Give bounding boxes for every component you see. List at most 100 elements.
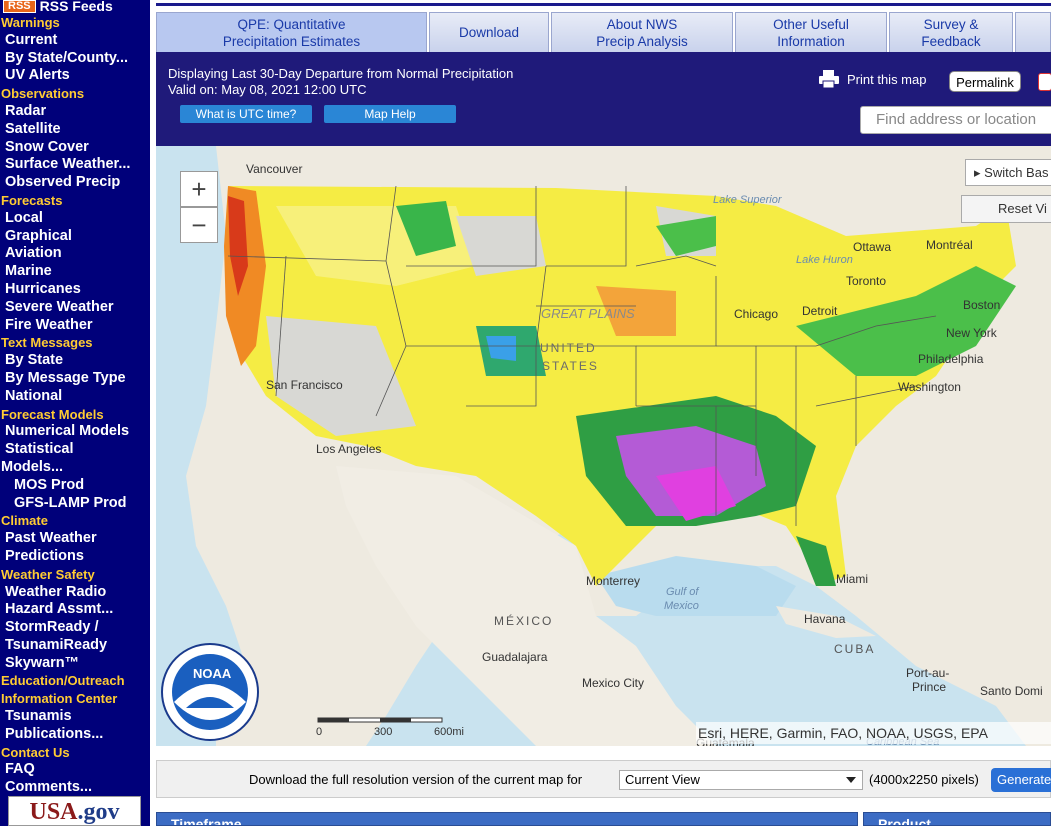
sidebar-item[interactable]: Current: [5, 31, 58, 48]
map-label-lake-superior: Lake Superior: [713, 194, 782, 206]
map-label-montreal: Montréal: [926, 238, 973, 252]
map-label-ottawa: Ottawa: [853, 240, 892, 254]
tab-other-info[interactable]: Other Useful Information: [735, 12, 887, 52]
top-divider-line: [156, 3, 1051, 6]
noaa-logo: [161, 643, 259, 741]
reset-view-button[interactable]: Reset Vi: [961, 195, 1051, 223]
print-map-button[interactable]: Print this map: [818, 70, 926, 88]
sidebar-section-heading: Observations: [1, 86, 85, 102]
sidebar-item[interactable]: Predictions: [5, 547, 84, 564]
scale-bar: [317, 717, 443, 723]
left-navigation-sidebar: RSS RSS Feeds Warnings Current By State/Co…: [0, 0, 150, 826]
sidebar-item[interactable]: Aviation: [5, 245, 62, 262]
map-label-new-york: New York: [946, 326, 997, 340]
generate-button[interactable]: Generate: [991, 768, 1051, 792]
sidebar-item[interactable]: Hurricanes: [5, 280, 81, 297]
map-label-great-plains: GREAT PLAINS: [541, 306, 635, 321]
map-label-santo-domingo: Santo Domi: [980, 684, 1043, 698]
map-attribution: Esri, HERE, Garmin, FAO, NOAA, USGS, EPA: [696, 722, 1051, 744]
sidebar-item[interactable]: By State/County...: [5, 49, 128, 66]
top-tab-bar: QPE: Quantitative Precipitation Estimates…: [156, 12, 1051, 52]
map-label-miami: Miami: [836, 572, 868, 586]
switch-basemap-label: Switch Bas: [984, 165, 1049, 180]
sidebar-item[interactable]: Graphical: [5, 227, 72, 244]
precip-dry-plains: [596, 286, 676, 336]
sidebar-item[interactable]: Radar: [5, 102, 47, 119]
map-label-chicago: Chicago: [734, 307, 779, 321]
sidebar-item[interactable]: Local: [5, 209, 43, 226]
sidebar-item[interactable]: Comments...: [5, 779, 93, 796]
sidebar-item[interactable]: National: [5, 387, 63, 404]
sidebar-item[interactable]: Hazard Assmt...: [5, 601, 114, 618]
mexico-land: [336, 466, 716, 746]
precip-very-dry-coast: [228, 196, 248, 296]
sidebar-item[interactable]: Fire Weather: [5, 316, 93, 333]
sidebar-section-heading: Education/Outreach: [1, 673, 125, 689]
sidebar-item[interactable]: Tsunamis: [5, 708, 72, 725]
sidebar-item[interactable]: FAQ: [5, 761, 35, 778]
sidebar-item[interactable]: Publications...: [5, 725, 104, 742]
map-label-united: UNITED: [540, 341, 597, 355]
gulf-water: [596, 556, 796, 616]
sidebar-section-heading: Weather Safety: [1, 566, 95, 582]
switch-basemap-button[interactable]: ▸ Switch Bas: [965, 159, 1051, 186]
map-label-los-angeles: Los Angeles: [316, 442, 382, 456]
tab-about-nws[interactable]: About NWS Precip Analysis: [551, 12, 733, 52]
sidebar-item[interactable]: StormReady /: [5, 619, 99, 636]
map-label-guadalajara: Guadalajara: [482, 650, 548, 664]
sidebar-item[interactable]: Statistical: [5, 441, 74, 458]
sidebar-item[interactable]: Numerical Models: [5, 423, 130, 440]
sidebar-item[interactable]: Skywarn™: [5, 654, 80, 671]
sidebar-section-heading: Forecast Models: [1, 406, 104, 422]
tab-download-label: Download: [458, 25, 520, 40]
sidebar-item[interactable]: Models...: [1, 458, 64, 475]
rss-feeds-link[interactable]: RSS RSS Feeds: [3, 0, 113, 13]
sidebar-item[interactable]: UV Alerts: [5, 67, 70, 84]
sidebar-item[interactable]: By State: [5, 352, 64, 369]
download-extent-value: Current View: [625, 772, 700, 787]
zoom-out-button[interactable]: −: [180, 207, 218, 243]
download-pixel-size: (4000x2250 pixels): [869, 772, 979, 787]
sidebar-item[interactable]: Marine: [5, 263, 52, 280]
sidebar-section-heading: Text Messages: [1, 335, 93, 351]
sidebar-section-heading: Contact Us: [1, 744, 70, 760]
location-search-input[interactable]: Find address or location: [860, 106, 1051, 134]
scale-label-0: 0: [316, 726, 323, 738]
map-label-mexico: MÉXICO: [494, 614, 554, 628]
rss-icon: RSS: [3, 0, 36, 13]
tab-download[interactable]: Download: [429, 12, 549, 52]
sidebar-item[interactable]: Severe Weather: [5, 298, 114, 315]
download-extent-select[interactable]: Current View: [619, 770, 863, 790]
tab-survey-line2: Feedback: [921, 33, 981, 49]
zoom-in-button[interactable]: +: [180, 171, 218, 207]
map-label-lake-huron: Lake Huron: [796, 254, 853, 266]
map-label-havana: Havana: [804, 612, 846, 626]
precipitation-map[interactable]: + − ▸ Switch Bas Reset Vi Vancouver Lake…: [156, 146, 1051, 746]
sidebar-item[interactable]: Surface Weather...: [5, 156, 131, 173]
product-panel-header[interactable]: Product: [863, 812, 1051, 826]
sidebar-item[interactable]: Weather Radio: [5, 583, 107, 600]
utc-time-button[interactable]: What is UTC time?: [180, 105, 312, 123]
tab-qpe[interactable]: QPE: Quantitative Precipitation Estimates: [156, 12, 427, 52]
sidebar-item[interactable]: By Message Type: [5, 369, 126, 386]
map-label-states: STATES: [542, 359, 599, 373]
share-icon[interactable]: [1038, 73, 1051, 91]
sidebar-item[interactable]: TsunamiReady: [5, 636, 108, 653]
sidebar-item[interactable]: Snow Cover: [5, 138, 89, 155]
map-help-button[interactable]: Map Help: [324, 105, 456, 123]
sidebar-item[interactable]: Satellite: [5, 120, 61, 137]
map-label-gulf-of-mexico-1: Gulf of: [666, 586, 699, 598]
sidebar-item[interactable]: GFS-LAMP Prod: [14, 494, 127, 511]
map-label-washington: Washington: [898, 380, 961, 394]
sidebar-item[interactable]: MOS Prod: [14, 476, 85, 493]
sidebar-nav-list: Warnings Current By State/County... UV Aler…: [0, 14, 150, 797]
chevron-down-icon: [846, 777, 856, 783]
sidebar-item[interactable]: Observed Precip: [5, 174, 121, 191]
usagov-logo[interactable]: USA.gov: [8, 796, 141, 826]
tab-survey-feedback[interactable]: Survey & Feedback: [889, 12, 1013, 52]
sidebar-item[interactable]: Past Weather: [5, 530, 97, 547]
tab-more[interactable]: [1015, 12, 1051, 52]
timeframe-panel-header[interactable]: Timeframe: [156, 812, 858, 826]
permalink-button[interactable]: Permalink: [949, 71, 1021, 92]
valid-date: Valid on: May 08, 2021 12:00 UTC: [168, 82, 367, 97]
